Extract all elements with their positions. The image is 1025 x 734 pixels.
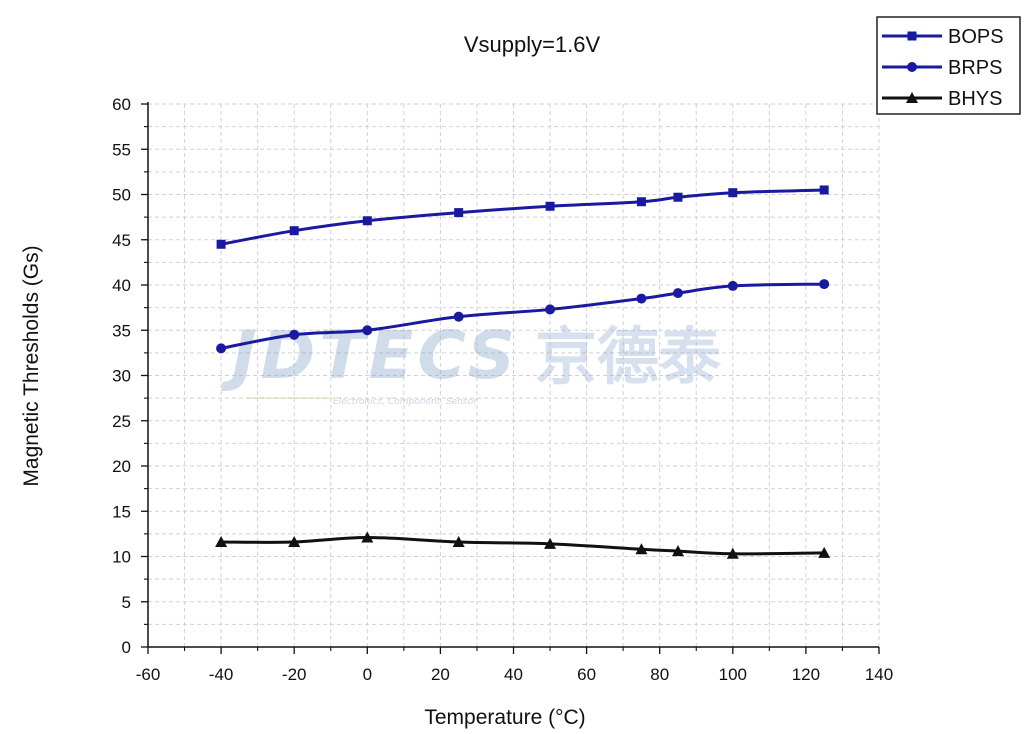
data-point <box>636 293 647 304</box>
data-point <box>454 208 464 218</box>
legend-marker <box>907 62 917 72</box>
data-point <box>288 536 301 548</box>
data-point <box>289 329 300 340</box>
x-tick-label: 40 <box>504 665 523 684</box>
legend-label: BRPS <box>948 57 1002 79</box>
series-group <box>215 185 831 559</box>
data-point <box>635 543 648 555</box>
series-bhys <box>215 531 831 559</box>
data-point <box>818 546 831 558</box>
y-tick-label: 45 <box>112 231 131 250</box>
data-point <box>216 239 226 249</box>
y-tick-label: 0 <box>122 638 131 657</box>
x-tick-label: 0 <box>363 665 372 684</box>
data-point <box>671 545 684 557</box>
data-point <box>453 311 464 322</box>
data-point <box>545 201 555 211</box>
x-tick-label: 140 <box>865 665 893 684</box>
legend-label: BHYS <box>948 88 1002 110</box>
y-tick-label: 20 <box>112 457 131 476</box>
y-tick-label: 25 <box>112 412 131 431</box>
y-tick-label: 30 <box>112 367 131 386</box>
data-point <box>726 547 739 559</box>
data-point <box>672 288 683 299</box>
data-point <box>819 279 830 290</box>
y-tick-label: 5 <box>122 593 131 612</box>
x-tick-label: -40 <box>209 665 234 684</box>
legend-item-bhys: BHYS <box>882 88 1002 110</box>
x-tick-label: -20 <box>282 665 307 684</box>
data-point <box>728 188 738 198</box>
data-point <box>362 325 373 336</box>
data-point <box>544 537 557 549</box>
data-point <box>636 197 646 207</box>
data-point <box>545 304 556 315</box>
axes <box>141 102 880 654</box>
legend-label: BOPS <box>948 26 1004 48</box>
y-tick-label: 40 <box>112 276 131 295</box>
y-axis-label: Magnetic Thresholds (Gs) <box>20 245 43 486</box>
series-bops <box>216 185 829 249</box>
data-point <box>819 185 829 195</box>
legend-item-brps: BRPS <box>882 57 1002 79</box>
x-tick-label: 20 <box>431 665 450 684</box>
x-axis-label: Temperature (°C) <box>424 706 585 729</box>
x-tick-label: 80 <box>650 665 669 684</box>
x-tick-label: 60 <box>577 665 596 684</box>
y-tick-label: 15 <box>112 502 131 521</box>
data-point <box>727 280 738 291</box>
x-tick-label: 120 <box>792 665 820 684</box>
y-tick-label: 50 <box>112 186 131 205</box>
y-tick-label: 35 <box>112 321 131 340</box>
data-point <box>216 343 227 354</box>
legend-marker <box>906 92 918 103</box>
svg-text:京德泰: 京德泰 <box>535 320 722 393</box>
data-point <box>452 536 465 548</box>
data-point <box>673 192 683 202</box>
y-tick-label: 60 <box>112 95 131 114</box>
data-point <box>289 226 299 236</box>
legend-item-bops: BOPS <box>882 26 1004 48</box>
grid <box>147 103 880 648</box>
legend: BOPS BRPS BHYS <box>876 16 1021 115</box>
x-tick-label: -60 <box>136 665 161 684</box>
x-axis-tick-labels: -60 -40 -20 0 20 40 60 80 100 120 140 <box>136 665 893 684</box>
data-point <box>361 531 374 543</box>
series-brps <box>216 279 830 354</box>
chart-title: Vsupply=1.6V <box>464 32 601 57</box>
svg-text:Electronics, Component, Sensor: Electronics, Component, Sensor <box>333 397 478 407</box>
y-tick-label: 10 <box>112 548 131 567</box>
data-point <box>215 536 228 548</box>
x-tick-label: 100 <box>719 665 747 684</box>
y-axis-tick-labels: 0 5 10 15 20 25 30 35 40 45 50 55 60 <box>112 95 131 657</box>
y-tick-label: 55 <box>112 140 131 159</box>
legend-marker <box>907 31 917 41</box>
data-point <box>362 216 372 226</box>
